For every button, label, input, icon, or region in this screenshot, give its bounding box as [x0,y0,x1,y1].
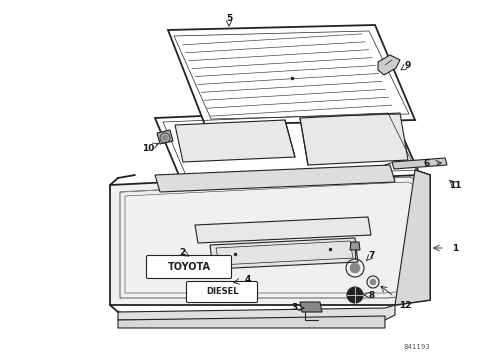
Text: 5: 5 [226,14,232,23]
Text: 1: 1 [452,243,458,252]
Text: 2: 2 [179,248,185,257]
Polygon shape [157,130,173,144]
Text: 4: 4 [245,275,251,284]
Polygon shape [300,302,322,312]
Polygon shape [110,170,430,305]
Text: 11: 11 [449,180,461,189]
Polygon shape [155,108,420,185]
Text: DIESEL: DIESEL [206,288,238,297]
Text: 12: 12 [399,301,411,310]
Polygon shape [168,25,415,125]
Polygon shape [210,238,358,269]
Polygon shape [392,158,447,169]
Polygon shape [378,55,400,75]
Polygon shape [175,120,295,162]
Text: 6: 6 [424,158,430,167]
FancyBboxPatch shape [147,256,231,279]
FancyBboxPatch shape [187,282,258,302]
Polygon shape [395,170,430,305]
Polygon shape [195,217,371,243]
Polygon shape [118,316,385,328]
Circle shape [163,135,168,140]
Polygon shape [300,113,408,165]
Polygon shape [155,165,395,192]
Text: 10: 10 [142,144,154,153]
Polygon shape [350,242,360,250]
Text: TOYOTA: TOYOTA [168,262,211,272]
Polygon shape [118,305,395,320]
Circle shape [370,279,376,285]
Text: 8: 8 [369,291,375,300]
Circle shape [350,263,360,273]
Text: 7: 7 [369,251,375,260]
Text: 9: 9 [405,60,411,69]
Text: 841193: 841193 [403,344,430,350]
Circle shape [347,287,363,303]
Text: 3: 3 [292,303,298,312]
